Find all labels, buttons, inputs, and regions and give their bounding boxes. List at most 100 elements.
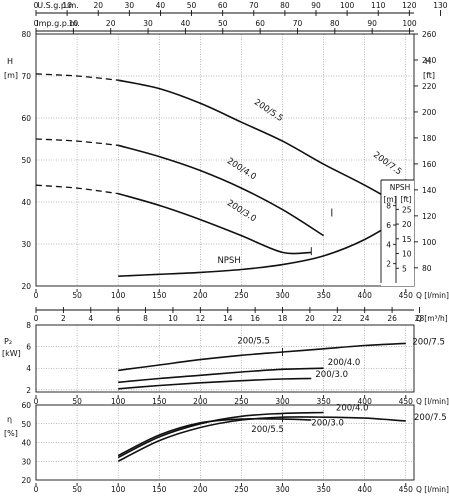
- eff-y-tick-label: 20: [21, 476, 31, 485]
- head-x-tick-label: 100: [111, 291, 126, 300]
- efficiency-curve-plot: 20 30 40 50 60 η [%] 0 50 100 150 200 250 300 350 400 45…: [4, 401, 449, 494]
- head-x-tick-label: 350: [316, 291, 331, 300]
- power-y-tick-label: 8: [26, 321, 31, 330]
- eff-label-200-7-5: 200/7.5: [414, 413, 447, 423]
- power-x-tick-label: 200: [193, 397, 208, 406]
- eff-y-unit: [%]: [4, 429, 18, 438]
- power-y-label: P₂: [4, 337, 12, 346]
- power-x-tick-label: 250: [234, 397, 249, 406]
- m3h-axis-label: Q [m³/h]: [416, 314, 448, 323]
- m3h-tick-label: 14: [223, 314, 233, 323]
- power-x-tick-label: 150: [152, 397, 167, 406]
- usgpm-tick-label: 80: [280, 1, 290, 10]
- head-ft-tick-label: 260: [422, 30, 437, 39]
- eff-label-200-5-5: 200/5.5: [251, 425, 284, 435]
- head-ft-tick-label: 240: [422, 56, 437, 65]
- power-x-tick-label: 300: [275, 397, 290, 406]
- power-y-tick-label: 4: [26, 364, 31, 373]
- eff-x-tick-label: 350: [316, 485, 331, 494]
- head-y-tick-label: 80: [21, 30, 31, 39]
- impgpm-tick-label: 50: [218, 19, 228, 28]
- head-x-tick-label: 200: [193, 291, 208, 300]
- usgpm-tick-label: 70: [249, 1, 259, 10]
- head-curve-20055: [118, 79, 407, 210]
- npsh-ft-tick-label: 15: [402, 235, 412, 244]
- head-y-label: H: [7, 57, 13, 66]
- m3h-tick-label: 2: [61, 314, 66, 323]
- eff-x-tick-label: 250: [234, 485, 249, 494]
- npsh-m-tick-label: 2: [386, 260, 391, 269]
- eff-x-tick-label: 450: [399, 485, 414, 494]
- eff-x-tick-label: 200: [193, 485, 208, 494]
- eff-x-tick-label: 50: [72, 485, 82, 494]
- npsh-ft-tick-label: 10: [402, 250, 412, 259]
- power-x-tick-label: 350: [316, 397, 331, 406]
- head-label-200-7-5: 200/7.5: [371, 150, 403, 177]
- m3h-tick-label: 8: [143, 314, 148, 323]
- usgpm-tick-label: 40: [156, 1, 166, 10]
- usgpm-tick-label: 60: [218, 1, 228, 10]
- head-ft-tick-label: 120: [422, 212, 437, 221]
- m3h-tick-label: 4: [88, 314, 93, 323]
- head-y-tick-label: 60: [21, 114, 31, 123]
- power-curve-20040: [118, 367, 324, 384]
- head-curve-20030: [117, 192, 312, 255]
- power-frame: [35, 324, 415, 393]
- head-label-200-5-5: 200/5.5: [252, 97, 285, 124]
- m3h-tick-label: 20: [305, 314, 315, 323]
- power-y-tick-label: 2: [26, 386, 31, 395]
- usgpm-axis-label: U.S.g.p.m.: [37, 1, 79, 10]
- head-y-tick-label: 30: [21, 240, 31, 249]
- npsh-ft-tick-label: 5: [402, 264, 407, 273]
- head-ft-tick-label: 140: [422, 186, 437, 195]
- m3h-tick-label: 12: [196, 314, 206, 323]
- head-y-tick-label: 50: [21, 156, 31, 165]
- head-x-tick-label: 150: [152, 291, 167, 300]
- impgpm-tick-label: 90: [367, 19, 377, 28]
- head-ft-tick-label: 160: [422, 160, 437, 169]
- head-ft-tick-label: 80: [422, 264, 432, 273]
- impgpm-tick-label: 10: [69, 19, 79, 28]
- power-x-tick-label: 50: [72, 397, 82, 406]
- power-curve-plot: 2 4 6 8 P₂ [kW] 0 50 100 150 200 250 300 350 400 450 Q […: [2, 321, 449, 406]
- power-y-unit: [kW]: [2, 349, 21, 358]
- m3h-tick-label: 22: [333, 314, 343, 323]
- flow-scale-m3h: 0 2 4 6 8 10 12 14 16 18 20 22 24 26 28Q [m³/h]: [34, 307, 448, 323]
- m3h-tick-label: 28: [415, 314, 425, 323]
- npsh-m-label: [m]: [383, 195, 396, 204]
- usgpm-tick-label: 130: [433, 1, 448, 10]
- eff-label-200-3-0: 200/3.0: [311, 419, 344, 429]
- head-ft-label: H: [425, 57, 431, 66]
- head-ft-unit: [ft]: [423, 71, 435, 80]
- usgpm-tick-label: 10: [62, 1, 72, 10]
- m3h-tick-label: 18: [278, 314, 288, 323]
- power-label-200-7-5: 200/7.5: [412, 337, 445, 347]
- eff-x-label: Q [l/min]: [416, 485, 449, 494]
- eff-frame: [35, 404, 415, 481]
- eff-y-tick-label: 50: [21, 420, 31, 429]
- m3h-tick-label: 6: [116, 314, 121, 323]
- head-x-tick-label: 400: [358, 291, 373, 300]
- head-curve-extrapolated: [35, 73, 119, 81]
- npsh-m-tick-label: 6: [386, 221, 391, 230]
- usgpm-tick-label: 20: [93, 1, 103, 10]
- impgpm-tick-label: 40: [181, 19, 191, 28]
- eff-curve-20040: [117, 411, 324, 459]
- eff-x-tick-label: 150: [152, 485, 167, 494]
- impgpm-tick-label: 20: [106, 19, 116, 28]
- usgpm-tick-label: 120: [402, 1, 417, 10]
- power-x-label: Q [l/min]: [416, 397, 449, 406]
- npsh-inset: NPSH [m] [ft] 2 4 6 8 5 10 15 20 25: [380, 179, 414, 286]
- eff-x-tick-label: 100: [111, 485, 126, 494]
- npsh-ft-tick-label: 25: [402, 205, 412, 214]
- power-curve-20055: [118, 342, 406, 372]
- eff-y-tick-label: 40: [21, 439, 31, 448]
- power-x-tick-label: 450: [399, 397, 414, 406]
- power-label-200-3-0: 200/3.0: [315, 370, 348, 380]
- eff-curve-20030: [117, 417, 312, 457]
- power-label-200-4-0: 200/4.0: [328, 358, 361, 368]
- m3h-tick-label: 0: [34, 314, 39, 323]
- head-frame: [35, 33, 415, 287]
- top-flow-scales: 0 10 20 30 40 50 60 70 80 90 100 110 120 130U.S.g.p.m…: [34, 1, 448, 34]
